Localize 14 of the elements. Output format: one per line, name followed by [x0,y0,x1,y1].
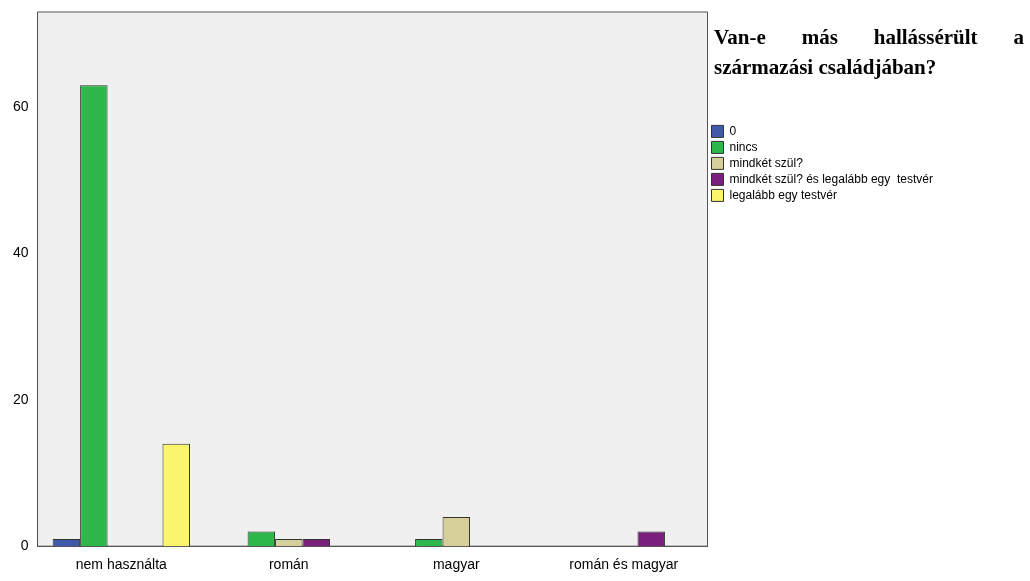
x-tick-label: román és magyar [569,556,679,573]
y-tick-label: 0 [20,537,29,554]
x-tick-label: nem használta [75,556,168,573]
legend-label: 0 [729,123,737,138]
legend-label: legalább egy testvér [729,187,837,202]
y-tick-label: 60 [12,97,29,114]
legend-label: mindkét szül? [729,155,804,170]
legend-label: mindkét szül? és legalább egy testvér [729,171,933,186]
legend-label: nincs [729,139,758,154]
x-tick-label: román [268,556,309,573]
text: Van-e más hallássérült a származási családjában? [714,24,1024,81]
y-tick-label: 40 [12,244,29,261]
x-tick-label: magyar [432,556,480,573]
y-tick-label: 20 [12,390,29,407]
